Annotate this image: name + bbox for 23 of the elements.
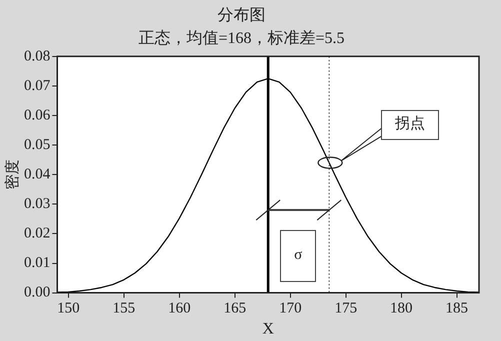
y-tick-label: 0.04 [24,166,51,183]
y-tick-label: 0.06 [24,107,51,124]
y-tick-label: 0.01 [24,255,50,272]
y-tick-label: 0.03 [24,196,50,212]
chart-subtitle: 正态，均值=168，标准差=5.5 [138,29,345,48]
x-tick-label: 170 [279,300,302,317]
x-tick-label: 165 [224,300,246,317]
x-tick-label: 185 [446,300,468,317]
y-axis-title: 密度 [4,160,21,190]
annotation: 拐点 [381,110,440,140]
x-tick-label: 160 [168,300,191,317]
chart-title: 分布图 [218,6,266,24]
x-tick-label: 180 [390,300,413,317]
y-tick-label: 0.05 [24,136,50,153]
y-tick-label: 0.02 [24,226,50,242]
x-axis-title: X [262,320,274,338]
x-tick-label: 150 [57,300,80,317]
y-tick-label: 0.00 [24,284,50,301]
y-tick-label: 0.07 [24,78,51,94]
x-tick-label: 175 [334,300,358,317]
x-tick-label: 155 [112,300,136,317]
y-tick-label: 0.08 [24,48,50,64]
annotation: σ [280,230,316,282]
